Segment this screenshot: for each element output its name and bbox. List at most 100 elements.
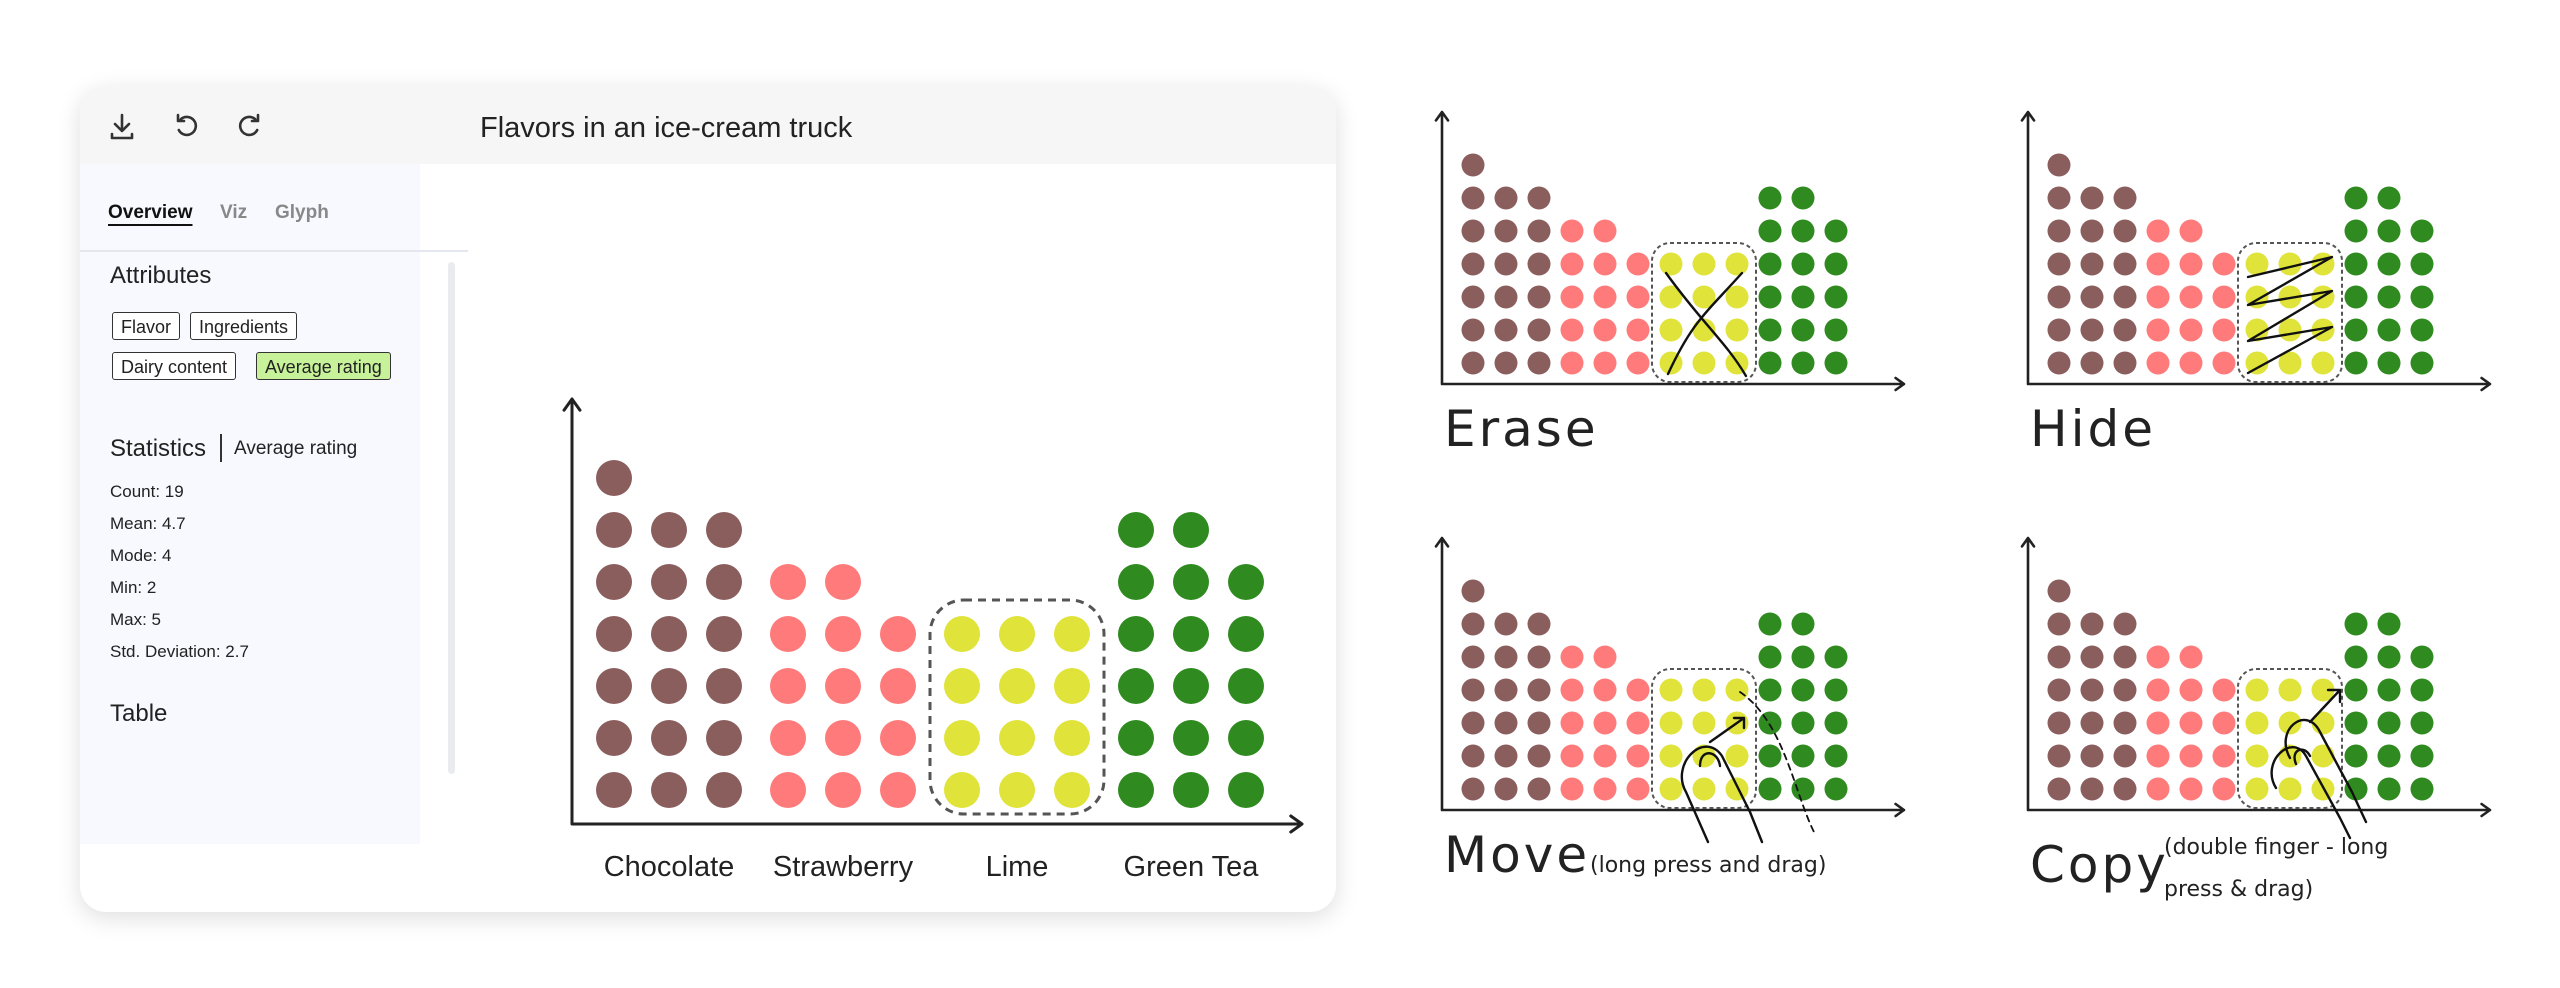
dot-lime[interactable] <box>1054 668 1090 704</box>
tab-overview[interactable]: Overview <box>108 202 193 223</box>
dot-strawberry[interactable] <box>880 772 916 808</box>
dot-lime[interactable] <box>944 616 980 652</box>
copy-finger-icon <box>2293 748 2312 766</box>
dot-lime[interactable] <box>1054 720 1090 756</box>
dot-chocolate <box>1527 711 1551 735</box>
dot-chocolate[interactable] <box>596 564 632 600</box>
dot-strawberry[interactable] <box>825 564 861 600</box>
dot-green-tea <box>2377 612 2401 636</box>
dot-chocolate[interactable] <box>651 616 687 652</box>
dot-green-tea[interactable] <box>1228 564 1264 600</box>
dot-lime[interactable] <box>1054 616 1090 652</box>
dot-strawberry[interactable] <box>880 668 916 704</box>
dot-green-tea[interactable] <box>1173 772 1209 808</box>
dot-green-tea[interactable] <box>1118 512 1154 548</box>
dot-lime <box>2311 711 2335 735</box>
dot-green-tea[interactable] <box>1118 564 1154 600</box>
dot-green-tea[interactable] <box>1118 720 1154 756</box>
dot-chocolate <box>1527 252 1551 276</box>
dot-chocolate[interactable] <box>706 512 742 548</box>
dot-green-tea <box>1758 645 1782 669</box>
dot-chocolate[interactable] <box>651 564 687 600</box>
dot-strawberry[interactable] <box>770 564 806 600</box>
dot-chocolate[interactable] <box>651 512 687 548</box>
dot-chocolate[interactable] <box>706 564 742 600</box>
dot-chocolate[interactable] <box>596 460 632 496</box>
dot-lime[interactable] <box>999 668 1035 704</box>
dot-green-tea[interactable] <box>1228 616 1264 652</box>
dot-chocolate <box>1527 612 1551 636</box>
dot-green-tea[interactable] <box>1173 564 1209 600</box>
dot-chocolate[interactable] <box>706 720 742 756</box>
dot-green-tea <box>1791 318 1815 342</box>
dot-green-tea[interactable] <box>1173 668 1209 704</box>
dot-green-tea <box>1758 711 1782 735</box>
dot-chocolate[interactable] <box>651 720 687 756</box>
dot-green-tea[interactable] <box>1228 720 1264 756</box>
download-button[interactable] <box>102 106 142 146</box>
redo-button[interactable] <box>230 106 270 146</box>
dot-green-tea[interactable] <box>1118 616 1154 652</box>
chip-average-rating[interactable]: Average rating <box>256 352 391 380</box>
dot-strawberry[interactable] <box>770 772 806 808</box>
dot-chocolate <box>1461 678 1485 702</box>
dot-lime[interactable] <box>999 616 1035 652</box>
dot-green-tea[interactable] <box>1228 668 1264 704</box>
dot-strawberry <box>2179 351 2203 375</box>
dot-lime[interactable] <box>999 772 1035 808</box>
selection-outline[interactable] <box>928 598 1106 816</box>
dot-chocolate[interactable] <box>596 616 632 652</box>
dot-strawberry[interactable] <box>770 720 806 756</box>
dot-chocolate[interactable] <box>651 772 687 808</box>
dot-strawberry[interactable] <box>825 772 861 808</box>
undo-button[interactable] <box>166 106 206 146</box>
dot-chocolate[interactable] <box>596 720 632 756</box>
dot-chocolate <box>2047 153 2071 177</box>
dot-lime[interactable] <box>944 720 980 756</box>
dot-chocolate <box>2080 678 2104 702</box>
dot-chocolate[interactable] <box>596 512 632 548</box>
dot-chocolate <box>2047 645 2071 669</box>
dot-lime[interactable] <box>1054 772 1090 808</box>
chip-dairy-content[interactable]: Dairy content <box>112 352 237 380</box>
dot-green-tea[interactable] <box>1118 772 1154 808</box>
dot-chocolate <box>1494 678 1518 702</box>
dot-green-tea[interactable] <box>1173 512 1209 548</box>
chip-ingredients[interactable]: Ingredients <box>190 312 298 340</box>
dot-green-tea <box>2377 678 2401 702</box>
dot-chocolate[interactable] <box>596 772 632 808</box>
tab-viz[interactable]: Viz <box>220 202 248 223</box>
dot-strawberry[interactable] <box>825 720 861 756</box>
dot-chocolate[interactable] <box>706 616 742 652</box>
chip-flavor[interactable]: Flavor <box>112 312 181 340</box>
dot-strawberry[interactable] <box>880 616 916 652</box>
dot-strawberry <box>2146 678 2170 702</box>
dot-chocolate[interactable] <box>651 668 687 704</box>
dot-chocolate[interactable] <box>706 772 742 808</box>
dot-lime[interactable] <box>999 720 1035 756</box>
copy-arrow-icon <box>2308 688 2342 724</box>
dot-strawberry[interactable] <box>770 616 806 652</box>
dot-green-tea[interactable] <box>1228 772 1264 808</box>
dot-green-tea <box>2410 318 2434 342</box>
dot-strawberry[interactable] <box>825 616 861 652</box>
sidebar-scrollbar[interactable] <box>448 262 455 774</box>
dot-strawberry[interactable] <box>825 668 861 704</box>
stat-max: Max: 5 <box>110 610 162 629</box>
dot-lime[interactable] <box>944 772 980 808</box>
dot-strawberry <box>1626 318 1650 342</box>
dot-chocolate <box>1494 186 1518 210</box>
dot-chocolate[interactable] <box>596 668 632 704</box>
dot-green-tea[interactable] <box>1173 616 1209 652</box>
toolbar: Flavors in an ice-cream truck <box>80 86 1336 164</box>
tab-glyph[interactable]: Glyph <box>275 202 329 223</box>
dot-green-tea <box>1824 219 1848 243</box>
dot-strawberry[interactable] <box>770 668 806 704</box>
dot-lime[interactable] <box>944 668 980 704</box>
dot-strawberry <box>1626 711 1650 735</box>
dot-chocolate[interactable] <box>706 668 742 704</box>
main-chart[interactable]: Chocolate Strawberry Lime Green Tea <box>560 286 1336 886</box>
dot-strawberry[interactable] <box>880 720 916 756</box>
dot-green-tea[interactable] <box>1118 668 1154 704</box>
dot-green-tea[interactable] <box>1173 720 1209 756</box>
